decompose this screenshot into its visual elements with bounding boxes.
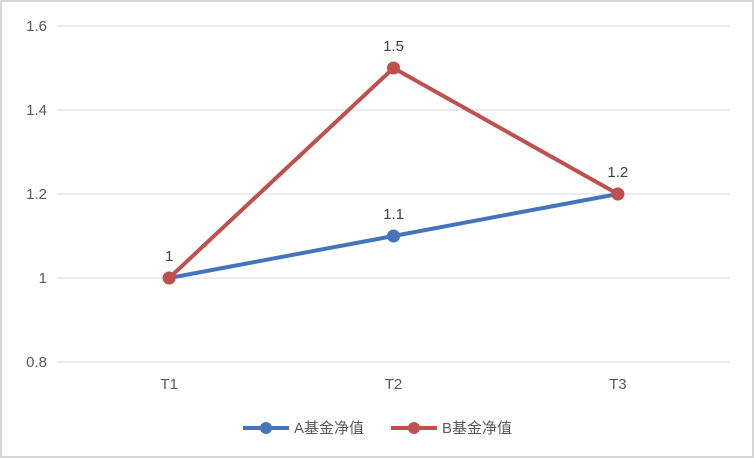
x-axis-tick-label: T3 [609,376,627,393]
series-b-data-point-marker [387,61,400,75]
series-b-line [167,66,620,280]
data-label: 1.5 [383,38,404,55]
legend-marker [259,421,272,434]
y-axis-tick-label: 1.6 [26,18,47,35]
legend: A基金净值 B基金净值 [2,417,752,438]
line-marker-icon [391,421,437,434]
series-b-data-point-marker [611,187,625,201]
chart-plot: 0.8 1 1.2 1.4 1.6 T1 T2 T3 1.1 1 1.5 1.2 [26,18,730,393]
x-axis-tick-label: T1 [160,376,178,393]
y-axis-tick-label: 1 [39,270,47,287]
y-axis-tick-label: 1.4 [26,102,47,119]
legend-label-series-b: B基金净值 [442,420,513,437]
y-axis-tick-label: 1.2 [26,186,47,203]
legend-marker [408,421,420,434]
legend-item-series-b: B基金净值 [390,417,512,438]
y-axis-tick-label: 0.8 [26,354,47,371]
data-label: 1.2 [607,164,628,181]
data-label: 1.1 [383,206,404,223]
series-a-data-point-marker [387,229,400,243]
data-label: 1 [165,248,173,265]
legend-item-series-a: A基金净值 [242,417,364,438]
x-axis-tick-label: T2 [385,376,403,393]
legend-label-series-a: A基金净值 [293,420,364,437]
series-b-data-point-marker [162,271,176,285]
line-marker-icon [242,421,289,434]
